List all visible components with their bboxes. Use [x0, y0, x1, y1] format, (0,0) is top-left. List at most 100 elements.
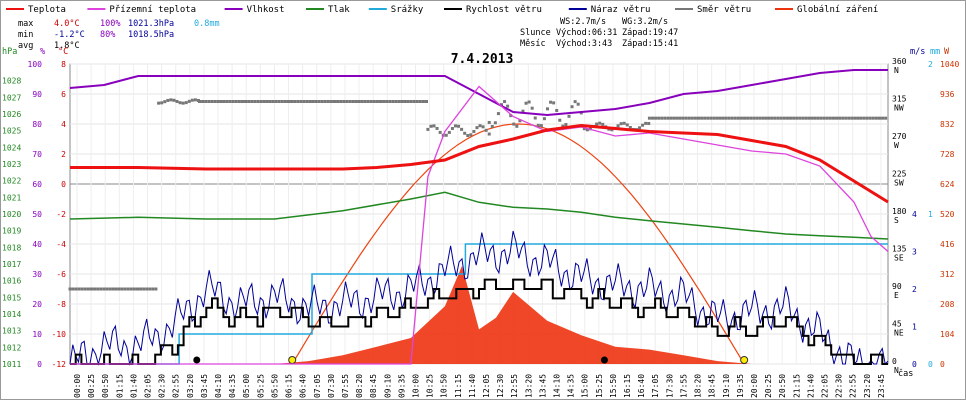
wind-direction-point — [332, 100, 336, 103]
tick-wind-dir: 270 — [892, 132, 907, 141]
tick-time: 16:40 — [637, 374, 646, 398]
legend-label-4: Srážky — [391, 5, 424, 15]
tick-radiation: 832 — [940, 120, 955, 129]
tick-time: 00:25 — [87, 374, 96, 398]
wind-direction-point — [244, 100, 248, 103]
tick-humidity: 90 — [32, 90, 42, 99]
wind-direction-point — [601, 122, 605, 126]
wind-direction-point — [795, 116, 799, 120]
tick-time: 21:40 — [806, 374, 815, 398]
wind-direction-point — [712, 116, 716, 120]
tick-rain: 1 — [928, 210, 933, 219]
wind-direction-point — [151, 287, 155, 291]
wind-direction-point — [487, 120, 491, 124]
tick-time: 01:40 — [129, 374, 138, 398]
wind-direction-point — [397, 100, 401, 103]
wind-direction-point — [201, 100, 205, 103]
wind-direction-point — [527, 100, 531, 104]
wind-direction-point — [628, 126, 632, 130]
axis-unit-degc: °C — [58, 47, 68, 57]
tick-time: 15:00 — [581, 374, 590, 398]
wind-direction-point — [693, 116, 697, 120]
wind-direction-point — [435, 126, 439, 130]
legend-label-1: Přízemní teplota — [109, 5, 196, 15]
wind-direction-point — [120, 287, 124, 291]
tick-time: 23:45 — [877, 374, 886, 398]
tick-wind-dir: 180 — [892, 207, 907, 216]
wind-direction-point — [475, 126, 479, 130]
wind-direction-point — [552, 101, 556, 105]
tick-humidity: 70 — [32, 150, 42, 159]
wind-speed-line — [70, 278, 888, 365]
wind-direction-point — [877, 116, 881, 120]
wind-direction-point — [761, 116, 765, 120]
wind-direction-point — [425, 100, 429, 103]
wind-direction-point — [503, 100, 507, 104]
tick-radiation: 104 — [940, 330, 955, 339]
tick-humidity: 20 — [32, 300, 42, 309]
wind-direction-point — [709, 116, 713, 120]
wind-direction-point — [305, 100, 309, 103]
tick-wind-dir-label: W — [894, 141, 899, 150]
tick-time: 02:55 — [172, 374, 181, 398]
tick-pressure: 1017 — [2, 260, 21, 269]
tick-time: 10:25 — [426, 374, 435, 398]
tick-temperature: 8 — [61, 60, 66, 69]
wind-direction-point — [280, 100, 284, 103]
tick-wind: 4 — [912, 210, 917, 219]
axis-unit-time: čas — [898, 368, 913, 379]
wind-direction-point — [490, 124, 494, 128]
wind-direction-point — [460, 127, 464, 131]
tick-time: 18:45 — [708, 374, 717, 398]
tick-time: 06:15 — [285, 374, 294, 398]
wind-direction-point — [268, 100, 272, 103]
tick-time: 08:20 — [355, 374, 364, 398]
wind-direction-point — [746, 116, 750, 120]
wind-direction-point — [198, 100, 202, 103]
wind-direction-point — [369, 100, 373, 103]
wind-direction-point — [271, 100, 275, 103]
tick-time: 12:05 — [482, 374, 491, 398]
wind-direction-point — [108, 287, 112, 291]
wind-direction-point — [776, 116, 780, 120]
axis-unit-pct: % — [40, 47, 45, 57]
tick-wind-dir: 135 — [892, 245, 907, 254]
legend-label-3: Tlak — [328, 5, 350, 15]
tick-time: 13:45 — [538, 374, 547, 398]
tick-wind-dir-label: N — [894, 66, 899, 75]
wind-direction-point — [696, 116, 700, 120]
tick-temperature: -8 — [56, 300, 66, 309]
tick-time: 19:10 — [722, 374, 731, 398]
wind-direction-point — [329, 100, 333, 103]
tick-humidity: 100 — [28, 60, 43, 69]
wind-direction-point — [638, 126, 642, 130]
wind-direction-point — [391, 100, 395, 103]
wind-direction-point — [253, 100, 257, 103]
stat-max_press: 1021.3hPa — [128, 19, 174, 29]
wind-direction-point — [582, 127, 586, 131]
tick-radiation: 936 — [940, 90, 955, 99]
tick-time: 10:00 — [411, 374, 420, 398]
wind-direction-point — [518, 119, 522, 123]
wind-direction-point — [83, 287, 87, 291]
wind-direction-point — [472, 129, 476, 133]
wind-direction-point — [363, 100, 367, 103]
wind-direction-point — [469, 133, 473, 137]
wind-direction-point — [154, 287, 158, 291]
wind-direction-point — [360, 100, 364, 103]
wind-direction-point — [506, 104, 510, 108]
wind-direction-point — [749, 116, 753, 120]
wind-direction-point — [539, 124, 543, 128]
wind-direction-point — [71, 287, 75, 291]
wind-direction-point — [184, 101, 188, 105]
wind-direction-point — [409, 100, 413, 103]
wind-direction-point — [299, 100, 303, 103]
wind-direction-point — [163, 100, 167, 104]
wind-direction-point — [828, 116, 832, 120]
tick-time: 20:50 — [778, 374, 787, 398]
wind-direction-point — [225, 100, 229, 103]
stat-sun_rise: Východ:06:31 — [556, 28, 617, 38]
wind-direction-point — [293, 100, 297, 103]
tick-pressure: 1020 — [2, 210, 21, 219]
wind-direction-point — [625, 123, 629, 127]
